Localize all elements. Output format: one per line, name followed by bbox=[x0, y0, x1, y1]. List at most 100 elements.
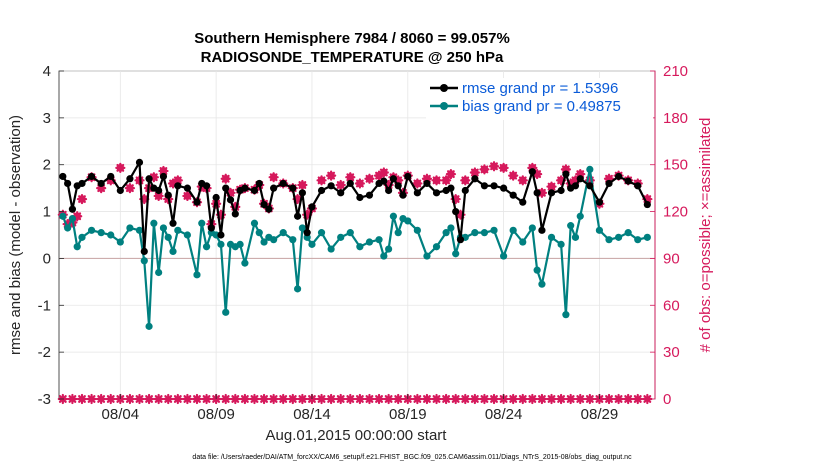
obs-star-stroke bbox=[557, 176, 566, 185]
obs-star-stroke bbox=[432, 395, 441, 403]
obs-star-stroke bbox=[480, 395, 489, 403]
rmse-point bbox=[538, 226, 546, 234]
obs-star-stroke bbox=[116, 163, 125, 172]
bias-point bbox=[389, 212, 398, 220]
x-tick-label: 08/14 bbox=[293, 406, 331, 423]
obs-star-stroke bbox=[298, 395, 307, 403]
bias-point bbox=[155, 268, 163, 277]
obs-zero-point bbox=[345, 393, 356, 405]
obs-star-stroke bbox=[317, 395, 326, 403]
rmse-point bbox=[614, 172, 623, 181]
obs-zero-point bbox=[623, 393, 634, 405]
rmse-point bbox=[155, 186, 163, 195]
obs-assimilated-point bbox=[354, 178, 365, 189]
obs-zero-point bbox=[364, 393, 375, 405]
obs-assimilated-point bbox=[268, 172, 279, 183]
obs-assimilated-point bbox=[546, 181, 557, 192]
obs-star-stroke bbox=[250, 395, 259, 403]
obs-zero-point bbox=[488, 393, 500, 405]
obs-zero-point bbox=[469, 393, 480, 405]
rmse-point bbox=[193, 198, 201, 206]
rmse-point bbox=[159, 172, 168, 181]
obs-star-stroke bbox=[490, 162, 498, 171]
bias-point bbox=[73, 243, 81, 251]
bias-point bbox=[317, 229, 326, 237]
y-tick-label: 1 bbox=[43, 204, 51, 221]
rmse-point bbox=[595, 198, 604, 206]
bias-point bbox=[519, 238, 527, 246]
obs-zero-point bbox=[297, 393, 308, 405]
legend: rmse grand pr = 1.5396 bias grand pr = 0… bbox=[426, 78, 653, 120]
bias-point bbox=[365, 238, 374, 246]
obs-star-stroke bbox=[499, 163, 508, 172]
bias-point bbox=[480, 229, 489, 237]
rmse-point bbox=[432, 189, 441, 197]
y-tick-label: 2 bbox=[43, 157, 51, 174]
rmse-point bbox=[260, 200, 268, 209]
obs-zero-point bbox=[412, 393, 423, 405]
obs-zero-point bbox=[450, 393, 461, 405]
bias-point bbox=[452, 250, 460, 258]
rmse-point bbox=[250, 186, 259, 195]
obs-star-stroke bbox=[164, 395, 173, 403]
y-tick-label: -2 bbox=[38, 344, 51, 361]
obs-star-stroke bbox=[327, 395, 336, 403]
obs-star-stroke bbox=[509, 395, 518, 403]
bias-point bbox=[289, 236, 297, 244]
obs-zero-point bbox=[536, 393, 548, 405]
rmse-point bbox=[116, 186, 124, 195]
rmse-point bbox=[480, 182, 489, 190]
obs-star-stroke bbox=[355, 395, 364, 403]
obs-star-stroke bbox=[446, 170, 455, 179]
rmse-point bbox=[97, 179, 105, 188]
rmse-point bbox=[226, 196, 235, 204]
rmse-point bbox=[202, 182, 211, 190]
obs-zero-point bbox=[555, 393, 567, 405]
rmse-point bbox=[279, 179, 287, 188]
bias-point bbox=[68, 215, 77, 223]
obs-star-stroke bbox=[145, 395, 153, 403]
rmse-point bbox=[308, 203, 316, 211]
rmse-point bbox=[140, 247, 148, 255]
y-tick-label: 3 bbox=[43, 110, 51, 127]
data-file-footnote: data file: /Users/raeder/DAI/ATM_forcXX/… bbox=[192, 454, 632, 461]
obs-zero-point bbox=[153, 393, 164, 405]
rmse-point bbox=[346, 179, 354, 188]
obs-zero-point bbox=[86, 393, 97, 405]
obs-star-stroke bbox=[106, 395, 115, 403]
obs-zero-point bbox=[249, 393, 260, 405]
rmse-point bbox=[533, 189, 541, 197]
obs-assimilated-point bbox=[498, 162, 509, 173]
obs-zero-point bbox=[326, 393, 337, 405]
bias-point bbox=[528, 224, 536, 232]
obs-star-stroke bbox=[518, 395, 527, 403]
rmse-point bbox=[68, 205, 77, 213]
obs-zero-point bbox=[335, 393, 346, 405]
rmse-point bbox=[456, 236, 465, 244]
y2-tick-label: 30 bbox=[663, 344, 680, 361]
bias-point bbox=[643, 233, 651, 241]
obs-zero-point bbox=[230, 393, 241, 405]
bias-point bbox=[346, 229, 354, 237]
obs-star-stroke bbox=[624, 395, 633, 403]
obs-assimilated-point bbox=[445, 168, 457, 180]
obs-star-stroke bbox=[461, 395, 470, 403]
bias-point bbox=[605, 236, 613, 244]
rmse-point bbox=[547, 189, 556, 197]
obs-star-stroke bbox=[490, 395, 498, 403]
obs-zero-point bbox=[287, 393, 298, 405]
bias-point bbox=[159, 224, 168, 232]
rmse-point bbox=[87, 172, 96, 181]
y-axis-label: rmse and bias (model - observation) bbox=[7, 115, 24, 355]
obs-star-stroke bbox=[423, 395, 431, 403]
obs-assimilated-point bbox=[441, 175, 452, 186]
obs-star-stroke bbox=[327, 171, 336, 180]
obs-zero-point bbox=[603, 393, 615, 405]
obs-star-stroke bbox=[509, 171, 518, 180]
axis-ticks: -3 -2 -1 0 1 2 3 4 0 30 60 90 120 150 180 210 08/04 08/09… bbox=[38, 63, 688, 423]
obs-star-stroke bbox=[154, 395, 163, 403]
obs-assimilated-point bbox=[431, 175, 442, 186]
rmse-point bbox=[643, 200, 651, 209]
obs-star-stroke bbox=[432, 176, 441, 185]
bias-point bbox=[614, 233, 623, 241]
